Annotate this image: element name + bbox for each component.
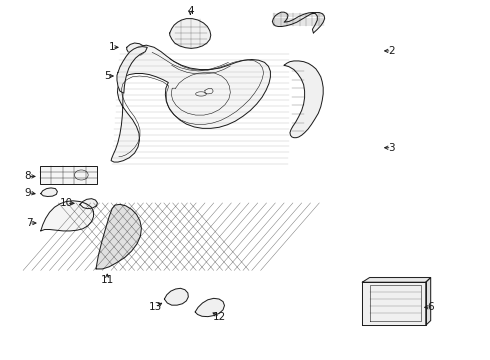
Polygon shape (111, 45, 270, 162)
Polygon shape (127, 43, 146, 55)
Polygon shape (272, 12, 325, 33)
Polygon shape (41, 188, 57, 197)
Polygon shape (96, 204, 142, 269)
Polygon shape (195, 298, 224, 317)
Text: 5: 5 (104, 71, 111, 81)
Text: 2: 2 (388, 46, 395, 56)
Text: 8: 8 (24, 171, 31, 181)
Text: 1: 1 (109, 42, 116, 52)
Text: 11: 11 (100, 275, 114, 285)
Text: 9: 9 (24, 188, 31, 198)
Polygon shape (426, 278, 431, 325)
Polygon shape (362, 282, 426, 325)
Text: 3: 3 (388, 143, 395, 153)
Text: 12: 12 (213, 312, 226, 322)
Polygon shape (164, 288, 188, 305)
Polygon shape (117, 46, 147, 93)
Text: 13: 13 (148, 302, 162, 312)
Polygon shape (362, 278, 431, 282)
Polygon shape (41, 201, 94, 231)
Bar (40, 166, 98, 184)
Polygon shape (170, 19, 211, 48)
Text: 10: 10 (60, 198, 73, 208)
Text: 4: 4 (187, 6, 194, 17)
Text: 7: 7 (25, 218, 32, 228)
Polygon shape (80, 199, 98, 209)
Text: 6: 6 (427, 302, 434, 312)
Polygon shape (284, 61, 323, 138)
